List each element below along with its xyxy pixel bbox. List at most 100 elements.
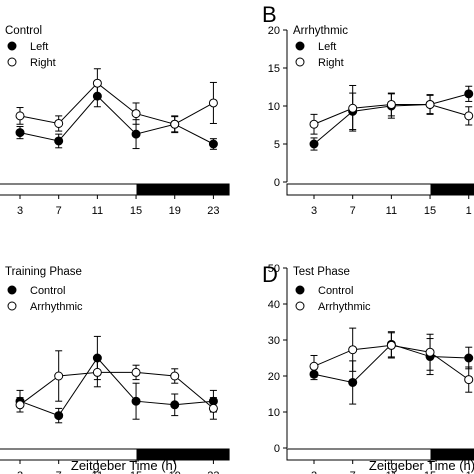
y-tick-label: 50 bbox=[268, 263, 280, 275]
legend-marker-arrhythmic bbox=[295, 301, 305, 311]
legend-label: Right bbox=[318, 57, 344, 69]
legend-label: Left bbox=[318, 41, 336, 53]
panel-letter: B bbox=[262, 2, 277, 27]
x-tick-label: 23 bbox=[207, 470, 219, 474]
data-point-arrhythmic bbox=[92, 367, 102, 377]
legend-marker-left bbox=[7, 41, 17, 51]
data-point-left bbox=[131, 129, 141, 139]
legend-marker-control bbox=[7, 285, 17, 295]
x-tick-label: 1 bbox=[466, 205, 472, 217]
legend-marker-right bbox=[7, 57, 17, 67]
data-point-right bbox=[208, 98, 218, 108]
legend-label: Control bbox=[318, 285, 353, 297]
light-period-bar bbox=[0, 183, 138, 196]
x-tick-label: 7 bbox=[56, 470, 62, 474]
legend-marker-right bbox=[295, 57, 305, 67]
panel-letter: D bbox=[262, 262, 278, 287]
data-point-arrhythmic bbox=[15, 400, 25, 410]
legend-marker-arrhythmic bbox=[7, 301, 17, 311]
data-point-right bbox=[348, 103, 358, 113]
dark-period-bar bbox=[430, 448, 474, 461]
y-tick-label: 0 bbox=[274, 177, 280, 189]
data-point-arrhythmic bbox=[425, 347, 435, 357]
data-point-left bbox=[464, 89, 474, 99]
panel-a: 3 7 11 15 19 23 Control Left Right bbox=[0, 25, 230, 217]
data-point-left bbox=[309, 139, 319, 149]
panel-b: 0 5 10 15 20 3 7 11 15 1 B Arrhythmic Left Right bbox=[262, 2, 474, 217]
series-line-right bbox=[19, 82, 214, 125]
data-point-left bbox=[54, 136, 64, 146]
x-tick-label: 3 bbox=[311, 470, 317, 474]
x-tick-label: 3 bbox=[17, 470, 23, 474]
x-tick-label: 7 bbox=[350, 470, 356, 474]
x-tick-label: 1 bbox=[466, 470, 472, 474]
legend-label: Control bbox=[30, 285, 65, 297]
x-tick-label: 7 bbox=[350, 205, 356, 217]
x-tick-label: 19 bbox=[169, 205, 181, 217]
data-point-arrhythmic bbox=[309, 361, 319, 371]
data-point-arrhythmic bbox=[464, 375, 474, 385]
data-point-arrhythmic bbox=[170, 371, 180, 381]
x-tick-label: 11 bbox=[92, 470, 103, 474]
y-tick-label: 40 bbox=[268, 299, 280, 311]
panel-d: 0 10 20 30 40 50 3 7 11 15 1 D Test Phase Control Arrh… bbox=[262, 262, 474, 474]
legend-label: Arrhythmic bbox=[30, 301, 83, 313]
y-tick-label: 20 bbox=[268, 25, 280, 37]
y-tick-label: 15 bbox=[268, 63, 280, 75]
legend-label: Left bbox=[30, 41, 48, 53]
legend-label: Right bbox=[30, 57, 56, 69]
data-point-left bbox=[15, 128, 25, 138]
data-point-arrhythmic bbox=[348, 345, 358, 355]
data-point-right bbox=[15, 111, 25, 121]
x-tick-label: 15 bbox=[424, 205, 436, 217]
x-tick-label: 11 bbox=[386, 205, 397, 217]
data-point-control bbox=[170, 400, 180, 410]
x-axis-title-right: Zeitgeber Time (h) bbox=[369, 458, 474, 473]
data-point-control bbox=[54, 411, 64, 421]
panel-title: Arrhythmic bbox=[293, 25, 348, 37]
data-point-arrhythmic bbox=[54, 371, 64, 381]
x-tick-label: 19 bbox=[169, 470, 181, 474]
data-point-right bbox=[170, 119, 180, 129]
data-point-control bbox=[464, 353, 474, 363]
y-tick-label: 5 bbox=[274, 139, 280, 151]
dark-period-bar bbox=[136, 183, 230, 196]
data-point-control bbox=[348, 377, 358, 387]
series-line-left bbox=[19, 95, 214, 145]
data-point-left bbox=[208, 139, 218, 149]
data-point-right bbox=[309, 119, 319, 129]
x-tick-label: 23 bbox=[207, 205, 219, 217]
legend-marker-left bbox=[295, 41, 305, 51]
series-line-arrhythmic bbox=[19, 371, 214, 409]
light-period-bar bbox=[286, 183, 432, 196]
panel-title: Test Phase bbox=[293, 266, 350, 278]
series-line-control bbox=[19, 357, 214, 417]
panel-title: Training Phase bbox=[5, 266, 82, 278]
x-tick-label: 3 bbox=[311, 205, 317, 217]
data-point-arrhythmic bbox=[131, 367, 141, 377]
data-point-right bbox=[54, 118, 64, 128]
panel-c: 3 7 11 15 19 23 Training Phase Control Arrhythmi… bbox=[0, 266, 230, 474]
y-tick-label: 30 bbox=[268, 335, 280, 347]
data-point-right bbox=[92, 78, 102, 88]
data-point-control bbox=[131, 396, 141, 406]
x-tick-label: 15 bbox=[424, 470, 436, 474]
x-tick-label: 11 bbox=[386, 470, 397, 474]
data-point-arrhythmic bbox=[386, 340, 396, 350]
data-point-right bbox=[464, 111, 474, 121]
data-point-right bbox=[386, 99, 396, 109]
data-point-arrhythmic bbox=[208, 403, 218, 413]
legend-label: Arrhythmic bbox=[318, 301, 371, 313]
y-tick-label: 0 bbox=[274, 443, 280, 455]
dark-period-bar bbox=[430, 183, 474, 196]
data-point-right bbox=[131, 109, 141, 119]
data-point-right bbox=[425, 99, 435, 109]
x-axis-title-left: Zeitgeber Time (h) bbox=[71, 458, 177, 473]
x-tick-label: 15 bbox=[130, 470, 142, 474]
y-tick-label: 10 bbox=[268, 101, 280, 113]
y-tick-label: 10 bbox=[268, 407, 280, 419]
x-tick-label: 15 bbox=[130, 205, 142, 217]
panel-title: Control bbox=[5, 25, 42, 37]
y-tick-label: 20 bbox=[268, 371, 280, 383]
